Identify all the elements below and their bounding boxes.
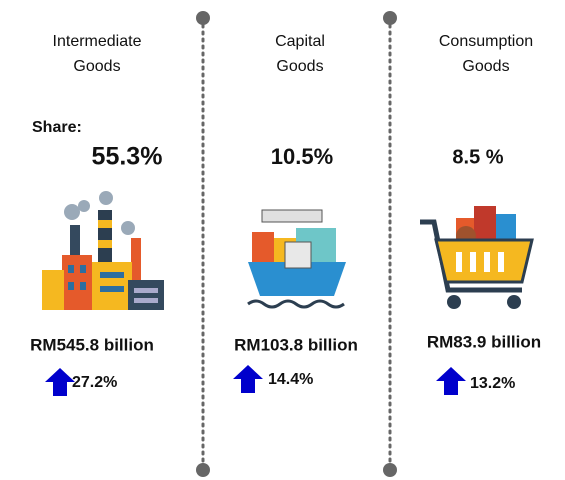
growth: 13.2% [470, 375, 515, 392]
dividers [196, 11, 397, 477]
value: RM83.9 billion [427, 332, 541, 351]
column-title: Capital [275, 33, 325, 50]
share: 55.3% [92, 143, 163, 171]
growth: 27.2% [72, 374, 117, 391]
column-title: Goods [73, 58, 120, 75]
column-title: Consumption [439, 33, 533, 50]
up-arrow [233, 365, 263, 393]
up-arrow [45, 368, 75, 396]
share: 10.5% [271, 144, 333, 169]
up-arrow [436, 367, 466, 395]
share: 8.5 % [452, 146, 503, 168]
factory-icon [42, 191, 164, 310]
value: RM545.8 billion [30, 335, 154, 354]
value: RM103.8 billion [234, 335, 358, 354]
growth: 14.4% [268, 371, 313, 388]
column-title: Intermediate [53, 33, 142, 50]
cart-icon [420, 206, 534, 309]
ship-icon [247, 209, 346, 309]
column-title: Goods [462, 58, 509, 75]
share-label: Share: [32, 119, 82, 136]
column-title: Goods [276, 58, 323, 75]
